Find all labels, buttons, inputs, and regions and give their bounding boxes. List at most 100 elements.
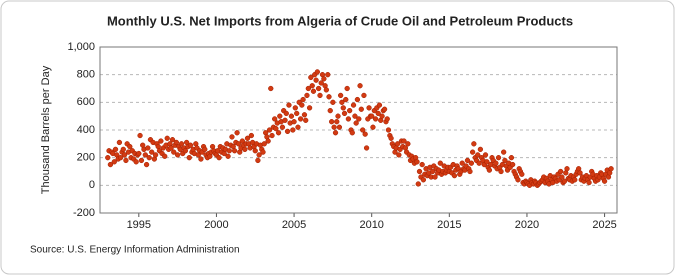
point [313,77,319,83]
point [356,116,362,122]
point [116,139,123,146]
point [559,174,565,180]
point [164,135,170,141]
point [363,145,370,151]
point [272,116,278,122]
point [244,135,251,141]
point [162,153,168,159]
point [105,155,111,161]
point [379,113,385,119]
point [315,85,322,92]
point [152,152,159,158]
point [120,146,126,153]
point [277,113,283,119]
point [297,116,304,122]
point [336,124,343,130]
point [178,141,185,147]
point [337,92,344,99]
point [471,141,477,147]
point [327,107,333,114]
point [349,130,355,136]
point [323,87,330,93]
point [288,113,295,119]
point [384,116,390,122]
point [306,105,313,111]
x-tick-label: 2025 [592,219,616,231]
point [136,150,142,157]
point [339,99,345,105]
point [502,157,508,164]
point [158,138,164,144]
point [268,85,274,92]
y-tick-label: 800 [77,69,95,81]
point [376,102,383,108]
point [362,131,368,137]
point [360,127,366,133]
point [256,152,262,158]
point [515,177,521,183]
point [419,161,425,168]
chart-title: Monthly U.S. Net Imports from Algeria of… [107,13,573,28]
y-tick-label: 400 [77,124,95,136]
point [174,152,181,158]
point [501,149,507,155]
point [168,145,174,151]
point [577,170,583,176]
point [464,157,471,164]
point [415,181,421,187]
plot-border [99,46,618,214]
point [317,92,323,99]
point [202,146,208,153]
point [283,110,289,117]
y-tick-label: 1,000 [67,41,95,53]
point [269,132,275,139]
point [369,113,375,119]
point [123,157,129,164]
point [564,166,570,172]
point [332,130,339,136]
point [326,94,332,100]
point [301,112,308,118]
point [198,156,204,162]
point [295,124,301,130]
point [265,138,271,144]
x-tick-label: 2005 [282,219,306,231]
point [107,161,114,168]
point [146,155,152,161]
y-tick-label: 600 [77,96,95,108]
point [171,149,177,155]
point [493,160,499,166]
point [381,106,388,112]
point [345,116,352,122]
point [372,116,379,122]
point [330,99,336,105]
point [586,179,592,186]
point [572,177,578,183]
point [275,130,282,136]
point [352,113,358,119]
point [309,83,315,89]
point [173,139,180,146]
point [475,152,481,158]
point [142,152,148,158]
point [127,143,133,150]
point [282,117,288,123]
point [401,138,407,144]
point [416,168,423,175]
y-axis-label: Thousand Barrels per Day [40,65,52,194]
point [308,74,314,81]
point [284,128,291,135]
point [405,141,411,147]
point [468,160,475,166]
point [561,178,568,184]
point [414,159,420,165]
point [252,148,258,154]
point [234,130,240,136]
point [304,92,310,99]
point [331,124,337,130]
source: Source: U.S. Energy Information Administ… [30,245,240,256]
point [385,127,392,133]
point [273,125,279,132]
